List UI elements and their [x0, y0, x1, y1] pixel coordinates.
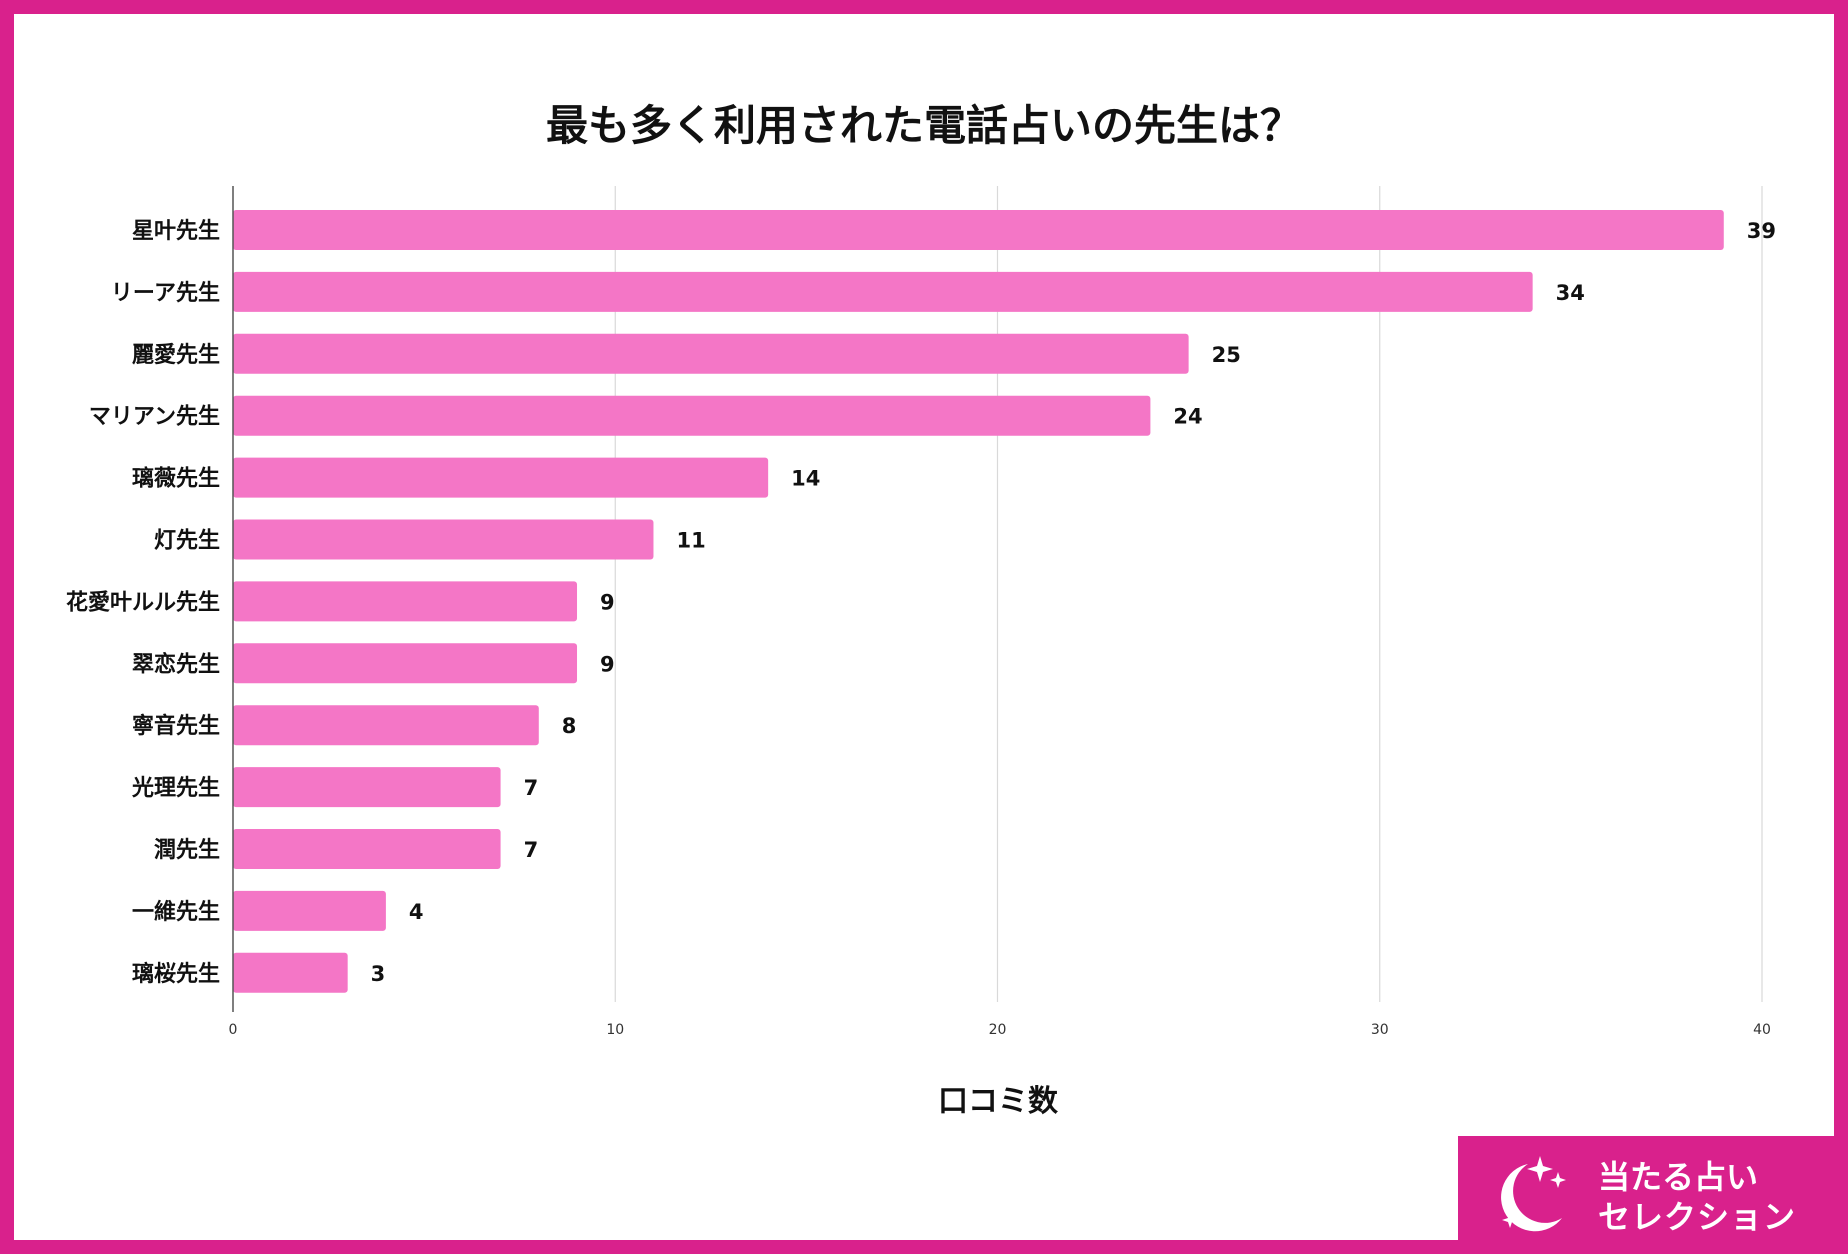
category-label: 潤先生	[154, 838, 220, 863]
bar	[233, 829, 501, 869]
data-label: 11	[676, 529, 705, 553]
bar	[233, 395, 1151, 436]
data-label: 3	[371, 962, 386, 986]
category-label: 花愛叶ルル先生	[66, 589, 220, 615]
bar	[233, 581, 578, 622]
category-label: マリアン先生	[89, 405, 220, 430]
category-label: 灯先生	[154, 529, 220, 554]
category-label: 寧音先生	[132, 713, 220, 739]
brand-logo: 当たる占い セレクション	[1458, 1136, 1834, 1240]
bar	[233, 271, 1533, 312]
category-label: 璃桜先生	[132, 961, 220, 987]
brand-name-line1: 当たる占い	[1598, 1158, 1759, 1196]
data-label: 14	[791, 467, 820, 491]
bar	[233, 890, 386, 931]
brand-name-line2: セレクション	[1598, 1198, 1797, 1236]
data-label: 24	[1173, 405, 1202, 429]
data-label: 7	[524, 776, 539, 800]
data-label: 8	[562, 714, 577, 738]
chart-title: 最も多く利用された電話占いの先生は？	[545, 101, 1302, 150]
category-label: 璃薇先生	[132, 466, 220, 492]
category-label: 星叶先生	[132, 219, 220, 244]
bar	[233, 767, 501, 808]
moon-stars-icon	[1501, 1156, 1566, 1232]
x-tick-label: 10	[606, 1022, 624, 1038]
data-label: 39	[1747, 219, 1776, 243]
bar	[233, 519, 654, 560]
bar	[233, 210, 1724, 250]
bar	[233, 705, 539, 746]
data-label: 25	[1212, 343, 1241, 367]
x-axis-label: 口コミ数	[938, 1084, 1058, 1119]
data-label: 4	[409, 900, 424, 924]
category-label: 麗愛先生	[132, 342, 220, 368]
category-label: 翠恋先生	[132, 651, 220, 677]
bar	[233, 333, 1189, 374]
bar	[233, 643, 578, 684]
data-label: 34	[1556, 281, 1585, 305]
x-tick-label: 20	[989, 1022, 1007, 1038]
category-label: リーア先生	[111, 281, 220, 306]
x-tick-label: 30	[1371, 1022, 1389, 1038]
category-label: 一維先生	[132, 899, 220, 925]
category-label: 光理先生	[131, 776, 220, 801]
x-tick-label: 40	[1753, 1022, 1771, 1038]
bar	[233, 457, 769, 498]
data-label: 7	[524, 838, 539, 862]
x-tick-label: 0	[229, 1022, 238, 1038]
data-label: 9	[600, 590, 615, 614]
bar	[233, 952, 348, 993]
data-label: 9	[600, 652, 615, 676]
